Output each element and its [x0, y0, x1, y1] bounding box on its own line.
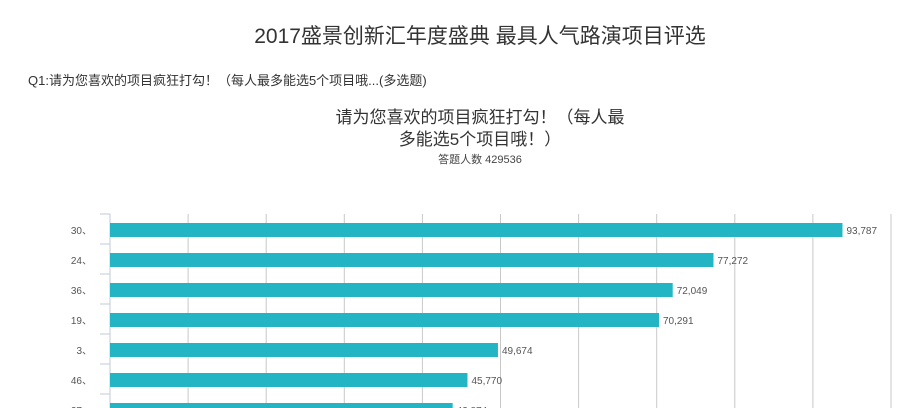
- bar: [110, 343, 498, 357]
- category-label: 3、: [76, 346, 92, 357]
- data-label: 43,874: [457, 406, 488, 408]
- bar: [110, 283, 673, 297]
- bar: [110, 403, 453, 408]
- data-label: 49,674: [502, 346, 533, 357]
- data-label: 45,770: [471, 376, 502, 387]
- chart-title-line1: 请为您喜欢的项目疯狂打勾！（每人最: [335, 108, 625, 127]
- category-label: 36、: [71, 286, 92, 297]
- chart-title-line2: 多能选5个项目哦！）: [398, 130, 562, 149]
- data-label: 93,787: [846, 226, 877, 237]
- data-label: 70,291: [663, 316, 694, 327]
- chart-subtitle: 答题人数 429536: [438, 154, 522, 166]
- data-label: 72,049: [677, 286, 708, 297]
- category-label: 27、: [71, 406, 92, 408]
- bar: [110, 223, 843, 237]
- category-label: 30、: [71, 226, 92, 237]
- chart-title: 请为您喜欢的项目疯狂打勾！（每人最 多能选5个项目哦！）: [300, 107, 660, 151]
- page-title: 2017盛景创新汇年度盛典 最具人气路演项目评选: [254, 25, 706, 48]
- bar: [110, 253, 714, 267]
- data-label: 77,272: [717, 256, 748, 267]
- category-label: 46、: [71, 376, 92, 387]
- category-label: 19、: [71, 316, 92, 327]
- question-text: Q1:请为您喜欢的项目疯狂打勾！（每人最多能选5个项目哦...(多选题): [28, 73, 427, 88]
- bar: [110, 373, 468, 387]
- category-label: 24、: [71, 256, 92, 267]
- bar: [110, 313, 659, 327]
